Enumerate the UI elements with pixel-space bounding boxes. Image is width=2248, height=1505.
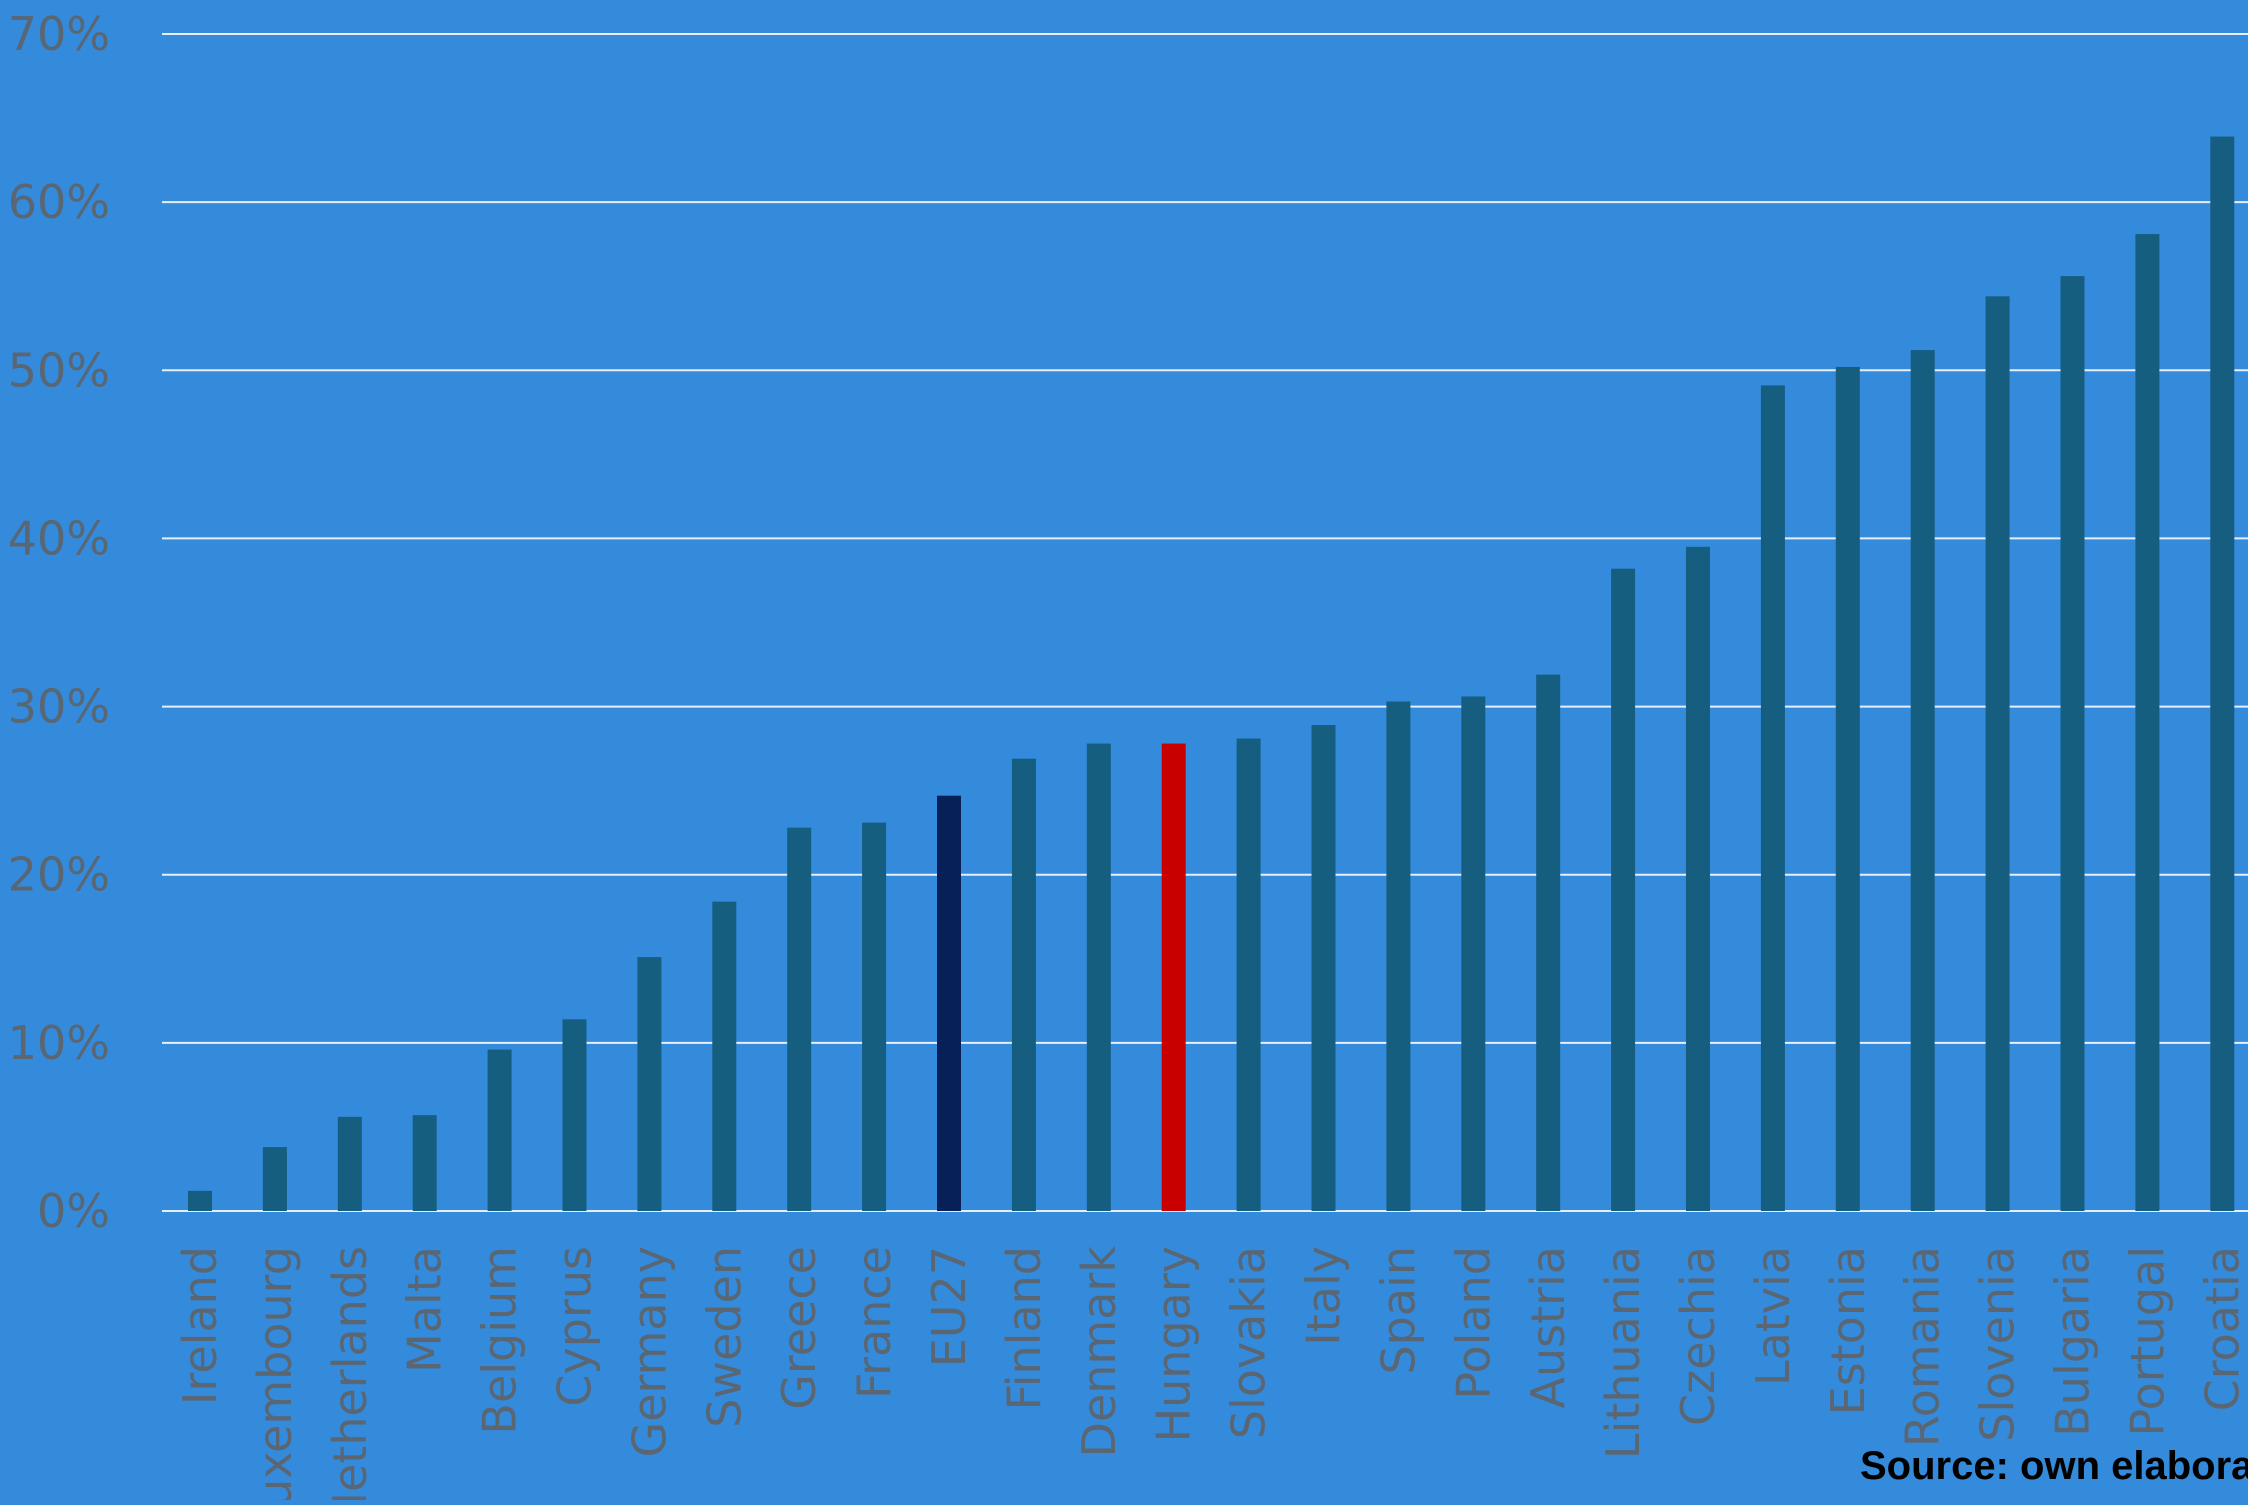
x-tick-label: Sweden (697, 1246, 751, 1428)
bar-estonia (1835, 366, 1860, 1211)
bar-lithuania (1611, 568, 1636, 1211)
bar-croatia (2210, 136, 2235, 1211)
y-tick-label: 0% (37, 1184, 110, 1238)
bar-cyprus (562, 1019, 587, 1211)
grid-layer (162, 33, 2248, 1212)
bar-ireland (188, 1190, 212, 1211)
y-tick-label: 10% (8, 1016, 110, 1070)
bar-germany (637, 957, 662, 1211)
bar-denmark (1086, 743, 1111, 1211)
bar-belgium (487, 1049, 512, 1211)
bar-greece (787, 827, 812, 1211)
y-tick-label: 30% (8, 680, 110, 734)
bar-hungary (1161, 743, 1186, 1211)
bar-slovakia (1236, 738, 1261, 1211)
x-tick-label: Italy (1297, 1246, 1351, 1346)
x-axis-labels: Ireland Luxembourg Netherlands Malta Belgium… (173, 1246, 2248, 1505)
x-tick-label: Estonia (1821, 1246, 1875, 1415)
x-tick-label: Spain (1371, 1246, 1425, 1375)
x-tick-label: Hungary (1147, 1246, 1201, 1442)
y-axis-ticks: 0% 10% 20% 30% 40% 50% 60% 70% (8, 7, 110, 1238)
x-tick-label: Portugal (2120, 1246, 2174, 1437)
x-tick-label: Malta (398, 1246, 452, 1373)
bar-italy (1311, 725, 1336, 1211)
x-tick-label: Luxembourg (248, 1246, 302, 1500)
bar-austria (1536, 674, 1561, 1211)
x-tick-label: Finland (997, 1246, 1051, 1410)
y-tick-label: 40% (8, 511, 110, 565)
bar-sweden (712, 901, 737, 1211)
bars (188, 136, 2235, 1212)
x-tick-label: Germany (622, 1246, 676, 1457)
y-tick-label: 60% (8, 175, 110, 229)
x-tick-label: Denmark (1072, 1246, 1126, 1458)
x-tick-label: EU27 (922, 1246, 976, 1367)
bar-poland (1461, 696, 1486, 1211)
x-tick-label: Cyprus (548, 1246, 602, 1407)
x-tick-label: Czechia (1671, 1246, 1725, 1426)
x-tick-label: Lithuania (1596, 1246, 1650, 1459)
y-tick-label: 70% (8, 7, 110, 61)
bar-malta (412, 1115, 437, 1211)
bar-czechia (1686, 546, 1710, 1211)
bar-eu27 (937, 795, 961, 1211)
x-tick-label: Latvia (1746, 1246, 1800, 1386)
x-tick-label: Romania (1896, 1246, 1950, 1447)
y-tick-label: 20% (8, 848, 110, 902)
bar-slovenia (1985, 296, 2010, 1211)
x-tick-label: Poland (1446, 1246, 1500, 1400)
y-tick-label: 50% (8, 343, 110, 397)
bar-luxembourg (262, 1147, 287, 1211)
x-tick-label: Netherlands (323, 1246, 377, 1500)
bar-romania (1910, 350, 1935, 1211)
x-tick-label: Greece (772, 1246, 826, 1410)
source-note: Source: own elaboration (1860, 1444, 2248, 1488)
x-tick-label: Croatia (2195, 1246, 2248, 1411)
x-tick-label: Belgium (473, 1246, 527, 1435)
bar-portugal (2135, 234, 2160, 1212)
bar-finland (1011, 758, 1036, 1211)
x-tick-label: Austria (1521, 1246, 1575, 1409)
bar-bulgaria (2060, 276, 2085, 1211)
x-tick-label: Bulgaria (2046, 1246, 2100, 1437)
bar-spain (1386, 701, 1411, 1211)
x-tick-label: Slovakia (1222, 1246, 1276, 1439)
bar-france (862, 822, 887, 1211)
bar-netherlands (337, 1116, 362, 1211)
x-tick-label: France (847, 1246, 901, 1399)
x-tick-label: Ireland (173, 1246, 227, 1405)
x-tick-label: Slovenia (1971, 1246, 2025, 1442)
bar-latvia (1760, 385, 1785, 1211)
